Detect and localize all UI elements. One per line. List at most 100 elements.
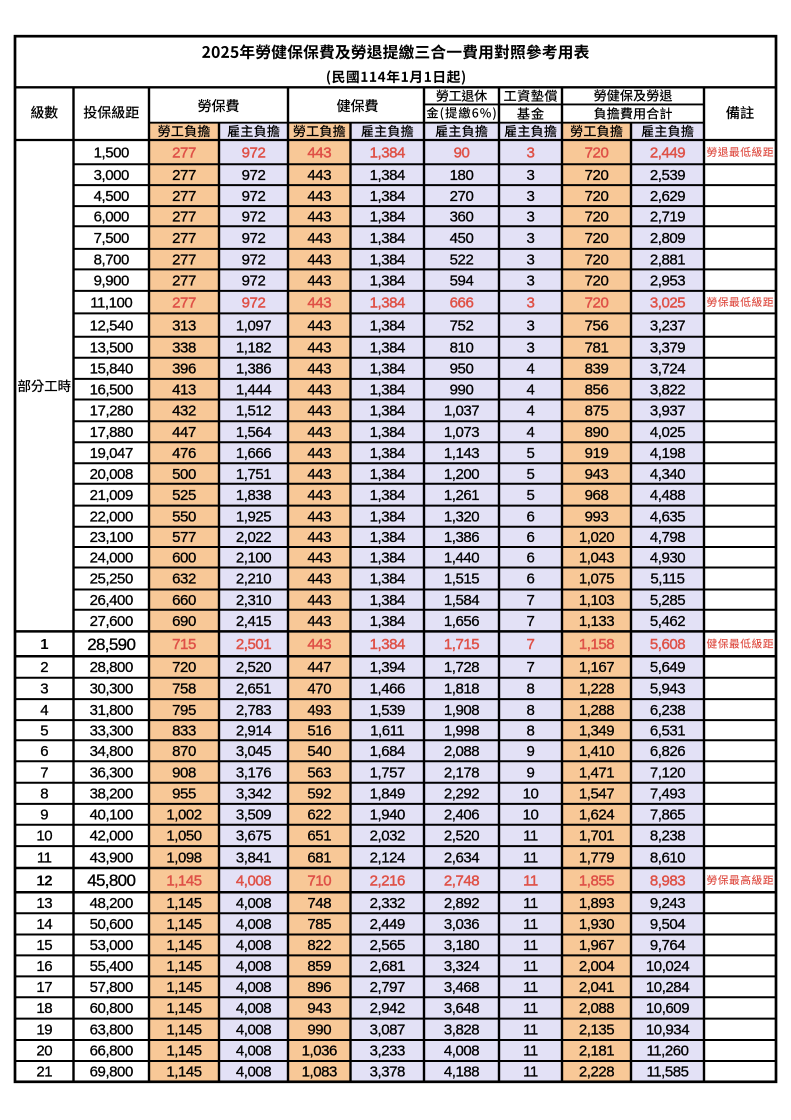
- svg-text:6: 6: [527, 549, 535, 566]
- svg-text:413: 413: [172, 381, 196, 398]
- svg-text:4,008: 4,008: [444, 1043, 479, 1060]
- svg-text:443: 443: [307, 251, 331, 268]
- svg-text:9,504: 9,504: [650, 916, 685, 933]
- svg-text:57,800: 57,800: [90, 979, 133, 996]
- svg-text:48,200: 48,200: [90, 895, 133, 912]
- svg-text:5: 5: [527, 487, 535, 504]
- svg-text:856: 856: [585, 381, 609, 398]
- svg-text:752: 752: [450, 317, 474, 334]
- svg-text:1,145: 1,145: [166, 958, 201, 975]
- svg-text:3,045: 3,045: [236, 743, 271, 760]
- svg-text:1,384: 1,384: [370, 529, 405, 546]
- svg-text:21: 21: [36, 1064, 52, 1081]
- svg-text:24,000: 24,000: [90, 549, 133, 566]
- svg-text:1,384: 1,384: [370, 636, 405, 653]
- svg-text:4,025: 4,025: [650, 424, 685, 441]
- svg-text:3,468: 3,468: [444, 979, 479, 996]
- svg-text:11,260: 11,260: [646, 1043, 688, 1060]
- svg-text:6,238: 6,238: [650, 702, 685, 719]
- svg-text:9,243: 9,243: [650, 895, 685, 912]
- svg-text:540: 540: [307, 743, 331, 760]
- svg-text:443: 443: [307, 188, 331, 205]
- svg-text:5,285: 5,285: [650, 592, 685, 609]
- svg-text:890: 890: [585, 424, 609, 441]
- svg-text:1,384: 1,384: [370, 445, 405, 462]
- svg-text:443: 443: [307, 294, 331, 311]
- svg-text:3,675: 3,675: [236, 828, 271, 845]
- svg-text:8,238: 8,238: [650, 828, 685, 845]
- svg-text:1,512: 1,512: [236, 403, 271, 420]
- svg-text:3,025: 3,025: [650, 294, 685, 311]
- svg-text:16,500: 16,500: [90, 381, 133, 398]
- svg-text:2,629: 2,629: [650, 188, 685, 205]
- svg-text:2,310: 2,310: [236, 592, 271, 609]
- svg-text:1,547: 1,547: [579, 786, 614, 803]
- svg-text:12,540: 12,540: [90, 317, 133, 334]
- svg-text:859: 859: [307, 958, 331, 975]
- svg-text:2,406: 2,406: [444, 807, 479, 824]
- svg-text:2,942: 2,942: [370, 1000, 405, 1017]
- svg-text:1,043: 1,043: [579, 549, 614, 566]
- svg-text:3: 3: [527, 208, 535, 225]
- svg-text:943: 943: [585, 466, 609, 483]
- svg-text:9,764: 9,764: [650, 937, 685, 954]
- svg-text:443: 443: [307, 272, 331, 289]
- svg-text:839: 839: [585, 361, 609, 378]
- svg-text:2,881: 2,881: [650, 251, 685, 268]
- svg-text:1,145: 1,145: [166, 895, 201, 912]
- svg-text:27,600: 27,600: [90, 613, 133, 630]
- svg-text:3: 3: [527, 251, 535, 268]
- svg-text:1,097: 1,097: [236, 317, 271, 334]
- svg-text:1,167: 1,167: [579, 659, 614, 676]
- svg-text:622: 622: [307, 807, 331, 824]
- svg-text:1,145: 1,145: [166, 1064, 201, 1081]
- svg-text:7,500: 7,500: [94, 230, 129, 247]
- svg-text:432: 432: [172, 403, 196, 420]
- svg-text:493: 493: [307, 702, 331, 719]
- svg-text:1,386: 1,386: [444, 529, 479, 546]
- svg-text:6: 6: [40, 743, 48, 760]
- svg-text:1,002: 1,002: [166, 807, 201, 824]
- svg-text:3,237: 3,237: [650, 317, 685, 334]
- svg-text:2,520: 2,520: [444, 828, 479, 845]
- svg-text:443: 443: [307, 424, 331, 441]
- svg-text:450: 450: [450, 230, 474, 247]
- svg-text:3,000: 3,000: [94, 167, 129, 184]
- svg-text:63,800: 63,800: [90, 1022, 133, 1039]
- svg-text:2,748: 2,748: [444, 872, 479, 889]
- svg-text:1,320: 1,320: [444, 508, 479, 525]
- svg-text:1,349: 1,349: [579, 722, 614, 739]
- svg-text:972: 972: [242, 167, 266, 184]
- svg-text:2,783: 2,783: [236, 702, 271, 719]
- svg-text:443: 443: [307, 361, 331, 378]
- svg-text:1,410: 1,410: [579, 743, 614, 760]
- svg-text:43,900: 43,900: [90, 849, 133, 866]
- svg-text:3: 3: [527, 294, 535, 311]
- svg-text:1,930: 1,930: [579, 916, 614, 933]
- svg-text:55,400: 55,400: [90, 958, 133, 975]
- svg-text:4,008: 4,008: [236, 895, 271, 912]
- svg-text:1,037: 1,037: [444, 403, 479, 420]
- svg-text:4,488: 4,488: [650, 487, 685, 504]
- svg-text:1,145: 1,145: [166, 937, 201, 954]
- svg-text:11: 11: [523, 979, 538, 996]
- svg-text:11: 11: [523, 958, 538, 975]
- svg-text:2,501: 2,501: [236, 636, 271, 653]
- svg-text:5,462: 5,462: [650, 613, 685, 630]
- svg-text:270: 270: [450, 188, 474, 205]
- svg-text:443: 443: [307, 592, 331, 609]
- svg-text:2,914: 2,914: [236, 722, 271, 739]
- svg-text:6: 6: [527, 529, 535, 546]
- svg-text:993: 993: [585, 508, 609, 525]
- svg-text:5,608: 5,608: [650, 636, 685, 653]
- svg-text:2,210: 2,210: [236, 571, 271, 588]
- svg-text:5,649: 5,649: [650, 659, 685, 676]
- svg-text:8: 8: [527, 681, 535, 698]
- svg-text:2,892: 2,892: [444, 895, 479, 912]
- svg-text:11: 11: [523, 916, 538, 933]
- svg-text:2,032: 2,032: [370, 828, 405, 845]
- svg-text:1,384: 1,384: [370, 144, 405, 161]
- svg-text:1,103: 1,103: [579, 592, 614, 609]
- svg-text:720: 720: [585, 188, 609, 205]
- svg-text:1,133: 1,133: [579, 613, 614, 630]
